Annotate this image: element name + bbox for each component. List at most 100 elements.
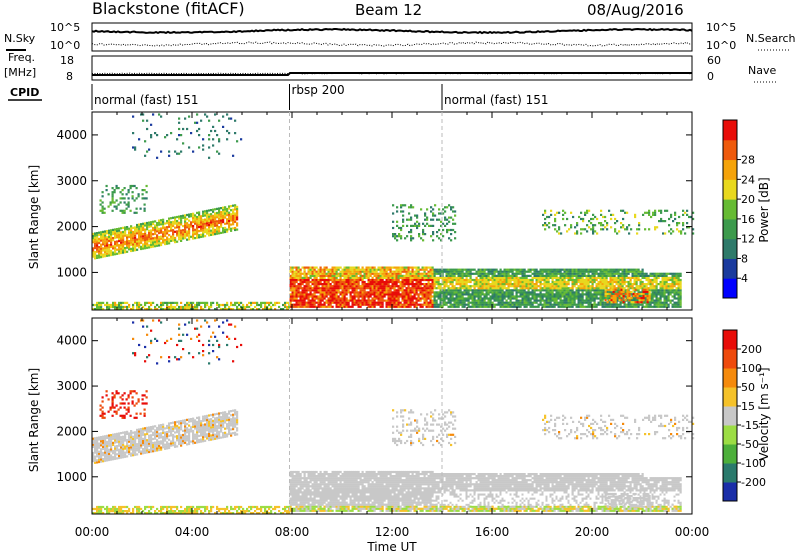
scatter-cell xyxy=(317,285,320,288)
scatter-cell xyxy=(573,274,576,277)
scatter-cell xyxy=(447,305,450,308)
scatter-cell xyxy=(631,299,634,302)
scatter-cell xyxy=(128,305,131,309)
scatter-cell xyxy=(641,272,644,275)
scatter-cell xyxy=(617,289,620,292)
scatter-cell xyxy=(410,224,413,227)
scatter-cell xyxy=(483,276,486,279)
scatter-cell xyxy=(543,274,546,277)
scatter-cell xyxy=(96,244,99,247)
scatter-cell xyxy=(232,214,235,218)
scatter-cell xyxy=(521,301,524,304)
scatter-cell xyxy=(559,291,562,294)
scatter-cell xyxy=(293,297,296,300)
scatter-cell xyxy=(513,285,516,288)
scatter-cell xyxy=(289,276,292,279)
scatter-cell xyxy=(611,293,614,296)
scatter-cell xyxy=(573,293,576,296)
scatter-cell xyxy=(363,268,366,271)
scatter-cell xyxy=(373,297,376,300)
scatter-cell xyxy=(323,268,326,271)
scatter-cell xyxy=(435,295,438,298)
scatter-cell xyxy=(280,308,283,311)
scatter-cell xyxy=(335,272,338,275)
scatter-cell xyxy=(353,291,356,294)
scatter-cell xyxy=(135,207,138,210)
scatter-cell xyxy=(218,217,221,220)
scatter-cell xyxy=(108,248,111,251)
scatter-cell xyxy=(629,278,632,282)
scatter-cell xyxy=(585,295,588,298)
scatter-cell xyxy=(295,285,298,288)
scatter-cell xyxy=(96,248,99,251)
scatter-cell xyxy=(435,303,438,306)
scatter-cell xyxy=(96,256,99,259)
scatter-cell xyxy=(210,215,213,218)
scatter-cell xyxy=(295,305,298,308)
scatter-cell xyxy=(678,222,681,225)
scatter-cell xyxy=(431,305,434,308)
scatter-cell xyxy=(112,301,115,304)
scatter-cell xyxy=(489,295,492,298)
scatter-cell xyxy=(579,305,582,308)
scatter-cell xyxy=(222,212,225,215)
scatter-cell xyxy=(677,305,680,308)
scatter-cell xyxy=(437,270,440,273)
scatter-cell xyxy=(555,274,558,277)
scatter-cell xyxy=(160,237,163,240)
scatter-cell xyxy=(104,249,107,252)
scatter-cell xyxy=(665,295,668,298)
scatter-cell xyxy=(176,240,179,243)
scatter-cell xyxy=(611,287,614,290)
scatter-cell xyxy=(541,305,544,308)
scatter-cell xyxy=(202,212,205,215)
scatter-cell xyxy=(276,301,279,304)
scatter-cell xyxy=(166,303,169,307)
scatter-cell xyxy=(505,272,508,275)
scatter-cell xyxy=(206,209,209,212)
scatter-cell xyxy=(128,246,131,249)
scatter-cell xyxy=(661,278,664,282)
beam-title: Beam 12 xyxy=(355,1,422,19)
scatter-cell xyxy=(447,289,450,292)
scatter-cell xyxy=(98,248,101,251)
scatter-cell xyxy=(563,272,566,275)
scatter-cell xyxy=(631,283,634,286)
scatter-cell xyxy=(673,283,676,286)
scatter-cell xyxy=(665,289,668,292)
scatter-cell xyxy=(295,291,298,294)
scatter-cell xyxy=(603,285,606,288)
scatter-cell xyxy=(475,270,478,273)
scatter-cell xyxy=(160,223,163,226)
scatter-cell xyxy=(365,283,368,286)
scatter-cell xyxy=(353,301,356,304)
scatter-cell xyxy=(669,289,672,292)
scatter-cell xyxy=(648,211,651,214)
scatter-cell xyxy=(335,303,338,306)
scatter-cell xyxy=(589,297,592,300)
scatter-cell xyxy=(361,303,364,306)
scatter-cell xyxy=(431,274,434,277)
scatter-cell xyxy=(513,295,516,298)
scatter-cell xyxy=(483,299,486,302)
scatter-cell xyxy=(389,301,392,304)
scatter-cell xyxy=(539,280,542,284)
scatter-cell xyxy=(399,285,402,288)
scatter-cell xyxy=(549,272,552,275)
scatter-cell xyxy=(396,239,399,242)
scatter-cell xyxy=(110,249,113,252)
scatter-cell xyxy=(325,289,328,292)
scatter-cell xyxy=(311,268,314,271)
scatter-cell xyxy=(389,278,392,282)
scatter-cell xyxy=(459,272,462,275)
scatter-cell xyxy=(577,276,580,279)
scatter-cell xyxy=(443,280,446,284)
scatter-cell xyxy=(315,295,318,298)
scatter-cell xyxy=(188,215,191,218)
scatter-cell xyxy=(491,291,494,294)
scatter-cell xyxy=(383,270,386,273)
scatter-cell xyxy=(413,301,416,304)
scatter-cell xyxy=(327,278,330,282)
scatter-cell xyxy=(325,283,328,286)
scatter-cell xyxy=(188,225,191,228)
